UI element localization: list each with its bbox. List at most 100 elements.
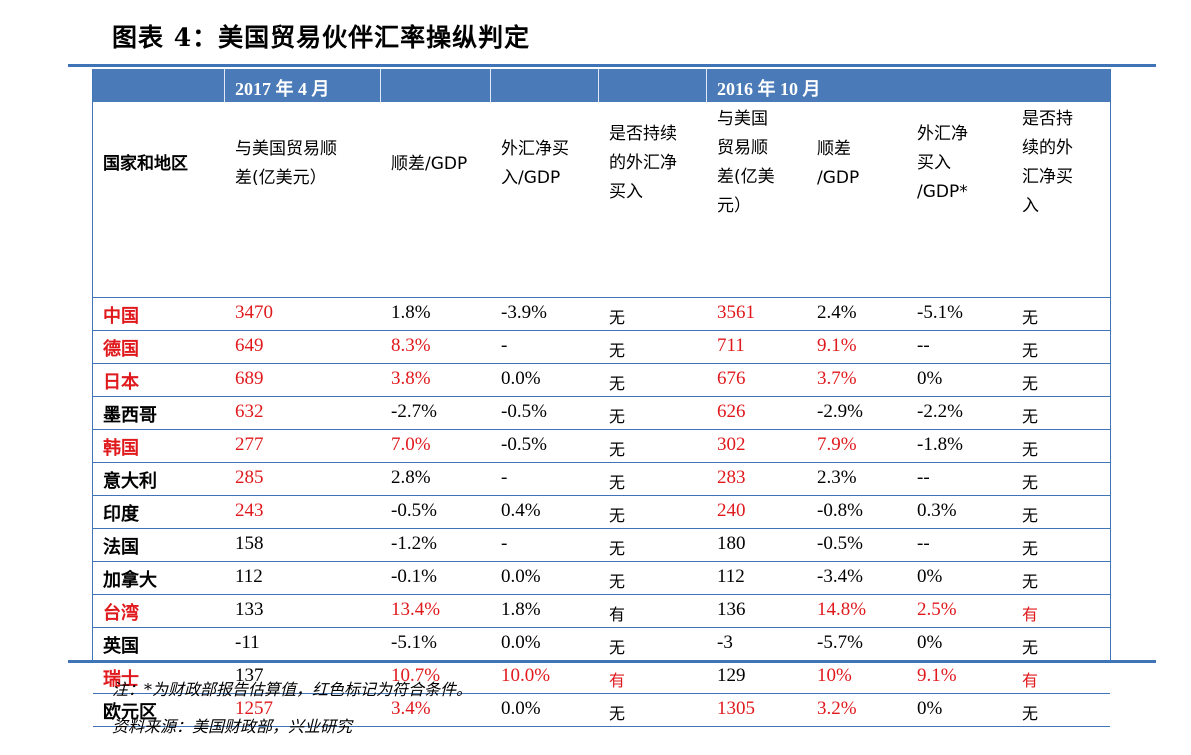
cell-b-fx: 9.1% [917,665,957,686]
cell-a-surplus: -11 [235,632,260,653]
cell-b-surplus: 676 [717,368,746,389]
column-header-row: 国家和地区 与美国贸易顺 差(亿美元） 顺差/GDP 外汇净买 入/GDP 是否持续… [93,102,1110,298]
cell-a-persist: 无 [609,407,626,426]
header-divider [490,69,491,102]
cell-a-fx: 0.0% [501,368,541,389]
cell-a-surplus: 285 [235,467,264,488]
table-row: 韩国 277 7.0% -0.5% 无 302 7.9% -1.8% 无 [93,430,1110,463]
cell-a-fx: -3.9% [501,302,547,323]
table-row: 德国 649 8.3% - 无 711 9.1% -- 无 [93,331,1110,364]
table-row: 意大利 285 2.8% - 无 283 2.3% -- 无 [93,463,1110,496]
cell-b-surplus: 136 [717,599,746,620]
cell-a-surplus: 133 [235,599,264,620]
top-rule [68,64,1156,67]
cell-b-persist: 无 [1022,539,1039,558]
bottom-rule [68,660,1156,663]
cell-a-gdp: -0.1% [391,566,437,587]
table-row: 墨西哥 632 -2.7% -0.5% 无 626 -2.9% -2.2% 无 [93,397,1110,430]
cell-b-persist: 无 [1022,407,1039,426]
cell-a-persist: 无 [609,440,626,459]
cell-b-gdp: 3.7% [817,368,857,389]
cell-a-gdp: 8.3% [391,335,431,356]
table-row: 中国 3470 1.8% -3.9% 无 3561 2.4% -5.1% 无 [93,298,1110,331]
cell-a-persist: 无 [609,506,626,525]
cell-a-fx: - [501,335,508,356]
col-a-persist: 是否持续 的外汇净 买入 [609,124,677,202]
cell-b-gdp: -3.4% [817,566,863,587]
cell-b-fx: -5.1% [917,302,963,323]
cell-name: 中国 [103,306,139,327]
col-b-surplus: 与美国 贸易顺 差(亿美 元） [717,109,775,216]
cell-a-gdp: -1.2% [391,533,437,554]
cell-b-persist: 无 [1022,473,1039,492]
cell-name: 欧元区 [103,702,157,723]
cell-b-gdp: -0.8% [817,500,863,521]
col-region: 国家和地区 [103,154,188,174]
cell-a-gdp: -0.5% [391,500,437,521]
source-note: 资料来源：美国财政部，兴业研究 [112,717,353,736]
cell-a-gdp: 3.4% [391,698,431,719]
cell-name: 台湾 [103,603,139,624]
cell-b-gdp: -0.5% [817,533,863,554]
cell-a-gdp: -2.7% [391,401,437,422]
cell-b-fx: -- [917,467,930,488]
cell-a-persist: 有 [609,671,626,690]
col-a-surplus: 与美国贸易顺 差(亿美元） [235,139,337,188]
cell-a-fx: 1.8% [501,599,541,620]
cell-name: 法国 [103,537,139,558]
cell-a-gdp: 7.0% [391,434,431,455]
cell-a-persist: 无 [609,539,626,558]
cell-a-gdp: 10.7% [391,665,441,686]
cell-b-fx: 0% [917,566,943,587]
cell-a-fx: -0.5% [501,434,547,455]
cell-a-persist: 无 [609,308,626,327]
cell-a-fx: 0.0% [501,566,541,587]
cell-b-surplus: 3561 [717,302,755,323]
col-a-fx: 外汇净买 入/GDP [501,139,569,188]
cell-a-persist: 无 [609,341,626,360]
cell-name: 德国 [103,339,139,360]
col-a-surplus-gdp: 顺差/GDP [391,154,468,174]
cell-b-gdp: 14.8% [817,599,867,620]
cell-b-surplus: 626 [717,401,746,422]
cell-b-persist: 无 [1022,704,1039,723]
period-header-row: 2017 年 4 月 2016 年 10 月 [93,69,1110,102]
cell-b-gdp: 9.1% [817,335,857,356]
table-row: 法国 158 -1.2% - 无 180 -0.5% -- 无 [93,529,1110,562]
cell-name: 加拿大 [103,570,157,591]
cell-b-fx: -2.2% [917,401,963,422]
cell-a-gdp: 1.8% [391,302,431,323]
table-row: 台湾 133 13.4% 1.8% 有 136 14.8% 2.5% 有 [93,595,1110,628]
cell-b-surplus: 112 [717,566,745,587]
cell-name: 英国 [103,636,139,657]
cell-b-persist: 无 [1022,341,1039,360]
table-row: 英国 -11 -5.1% 0.0% 无 -3 -5.7% 0% 无 [93,628,1110,661]
table-row: 印度 243 -0.5% 0.4% 无 240 -0.8% 0.3% 无 [93,496,1110,529]
col-b-persist: 是否持 续的外 汇净买入 [1022,109,1073,216]
cell-a-surplus: 243 [235,500,264,521]
cell-a-surplus: 632 [235,401,264,422]
cell-b-fx: -- [917,335,930,356]
table-row: 瑞士 137 10.7% 10.0% 有 129 10% 9.1% 有 [93,661,1110,694]
cell-b-persist: 无 [1022,572,1039,591]
cell-name: 意大利 [103,471,157,492]
header-divider [706,69,707,102]
cell-name: 韩国 [103,438,139,459]
cell-a-fx: - [501,533,508,554]
cell-a-persist: 无 [609,374,626,393]
cell-a-fx: 0.0% [501,698,541,719]
cell-b-fx: -- [917,533,930,554]
cell-a-fx: 0.4% [501,500,541,521]
cell-a-fx: 0.0% [501,632,541,653]
cell-a-fx: 10.0% [501,665,551,686]
cell-b-gdp: 2.3% [817,467,857,488]
cell-a-surplus: 1257 [235,698,273,719]
cell-b-fx: 2.5% [917,599,957,620]
header-divider [380,69,381,102]
cell-b-persist: 无 [1022,506,1039,525]
header-divider [598,69,599,102]
cell-a-gdp: 2.8% [391,467,431,488]
cell-a-surplus: 649 [235,335,264,356]
cell-b-gdp: 7.9% [817,434,857,455]
period-2016-label: 2016 年 10 月 [717,79,821,99]
